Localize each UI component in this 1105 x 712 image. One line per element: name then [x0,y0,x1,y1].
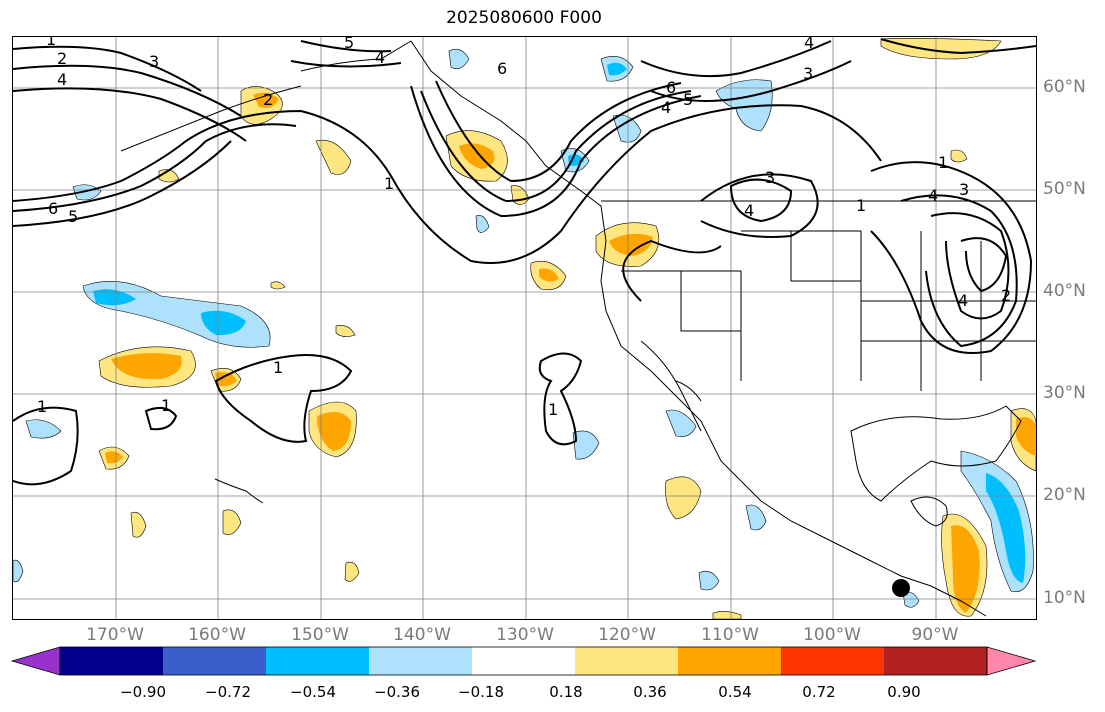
coastlines [120,40,1036,617]
colorbar-bin [884,647,988,675]
colorbar-tick: −0.18 [458,683,504,701]
contour-label: 1 [161,396,171,415]
contour-label: 6 [497,59,507,78]
lon-label: 120°W [598,625,656,645]
lon-label: 100°W [803,625,861,645]
lon-label: 160°W [188,625,246,645]
contour-label: 4 [57,70,67,89]
graticule [13,37,1036,619]
contour-labels: 1 2 4 3 5 4 6 6 5 4 3 4 2 1 6 5 3 4 1 3 … [37,37,1011,419]
contour-label: 1 [856,196,866,215]
contour-label: 1 [548,400,558,419]
contour-label: 5 [68,207,78,226]
contour-label: 1 [938,153,948,172]
lat-label: 50°N [1043,179,1086,199]
colorbar-bin [575,647,679,675]
lon-label: 130°W [496,625,554,645]
colorbar-bins [10,646,1037,676]
colorbar-tick: −0.90 [120,683,166,701]
contour-label: 3 [803,64,813,83]
lat-label: 60°N [1043,77,1086,97]
contour-label: 1 [273,358,283,377]
colorbar-tick: −0.72 [205,683,251,701]
warm-anomaly-regions [98,38,1036,619]
contour-label: 3 [959,180,969,199]
colorbar-bin [163,647,267,675]
colorbar-bin [472,647,576,675]
cool-anomaly-regions [13,48,1034,608]
contour-label: 5 [344,37,354,52]
lat-label: 30°N [1043,383,1086,403]
contour-label: 4 [661,98,671,117]
contour-label: 4 [804,37,814,52]
colorbar-tick: −0.54 [290,683,336,701]
lon-label: 170°W [86,625,144,645]
contour-label: 4 [928,186,938,205]
chart-title: 2025080600 F000 [446,8,602,28]
contour-label: 1 [384,174,394,193]
lat-label: 20°N [1043,485,1086,505]
colorbar-bin [369,647,473,675]
colorbar-bin [60,647,164,675]
colorbar [10,646,1037,676]
contour-label: 4 [958,291,968,310]
colorbar-tick: 0.36 [633,683,667,701]
contour-label: 2 [263,90,273,109]
colorbar-bin [266,647,370,675]
map-canvas: 1 2 4 3 5 4 6 6 5 4 3 4 2 1 6 5 3 4 1 3 … [13,37,1036,619]
contour-label: 4 [375,48,385,67]
colorbar-bin [781,647,885,675]
contour-label: 3 [765,168,775,187]
contour-lines [13,38,1036,486]
colorbar-bin [678,647,782,675]
colorbar-tick: 0.54 [718,683,752,701]
contour-label: 5 [683,90,693,109]
colorbar-tick: 0.72 [802,683,836,701]
lat-label: 40°N [1043,281,1086,301]
contour-label: 4 [744,201,754,220]
contour-label: 2 [57,49,67,68]
lon-label: 110°W [701,625,759,645]
contour-label: 1 [46,37,56,49]
contour-label: 2 [1001,286,1011,305]
colorbar-tick: 0.90 [887,683,921,701]
colorbar-extend-low [10,646,61,676]
colorbar-extend-high [986,646,1037,676]
colorbar-outline [59,646,988,676]
lon-label: 150°W [291,625,349,645]
contour-label: 1 [37,397,47,416]
contour-label: 6 [666,78,676,97]
contour-label: 6 [48,199,58,218]
lon-label: 140°W [393,625,451,645]
colorbar-tick: 0.18 [549,683,583,701]
location-marker [892,579,910,597]
lon-label: 90°W [911,625,959,645]
map-panel: 1 2 4 3 5 4 6 6 5 4 3 4 2 1 6 5 3 4 1 3 … [12,36,1037,620]
colorbar-tick: −0.36 [374,683,420,701]
contour-label: 3 [149,52,159,71]
lat-label: 10°N [1043,588,1086,608]
